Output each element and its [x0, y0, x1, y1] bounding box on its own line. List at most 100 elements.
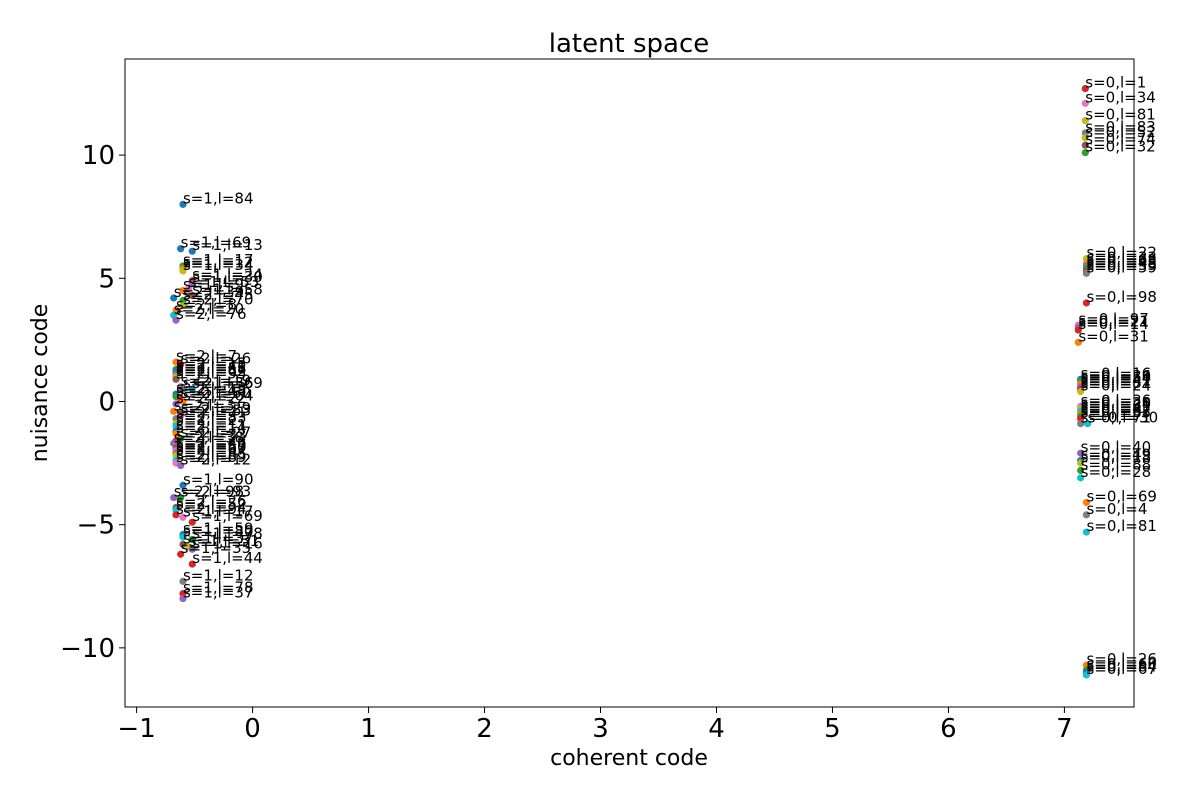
- data-point-label: s=2,l=33: [176, 426, 247, 444]
- data-point-label: s=0,l=54: [1081, 369, 1152, 387]
- data-point-label: s=2,l=53: [181, 401, 252, 419]
- y-tick-label: 10: [82, 141, 115, 171]
- data-point: [1082, 511, 1091, 519]
- data-point-label: s=0,l=49: [1081, 446, 1152, 464]
- data-point: [1082, 528, 1091, 536]
- data-point-label: s=0,l=67: [1086, 660, 1157, 678]
- data-point: [170, 407, 178, 415]
- data-point-label: s=0,l=81: [1086, 517, 1157, 535]
- data-points: [170, 84, 1092, 679]
- data-point-label: s=2,l=85: [176, 446, 247, 464]
- data-point-label: s=0,l=61: [1081, 396, 1152, 414]
- data-point-label: s=0,l=69: [1086, 487, 1157, 505]
- data-point: [1082, 269, 1091, 277]
- data-point: [179, 200, 187, 208]
- data-point-label: s=1,l=34: [183, 256, 254, 274]
- data-point-label: s=0,l=31: [1078, 327, 1149, 345]
- data-point-label: s=1,l=69: [192, 507, 263, 525]
- data-point-label: s=0,l=41: [1081, 372, 1152, 390]
- data-point: [1082, 254, 1091, 263]
- data-point-label: s=2,l=14: [176, 419, 247, 437]
- data-point-label: s=2,l=45: [183, 285, 254, 303]
- y-axis-label: nuisance code: [28, 304, 53, 463]
- data-point: [179, 513, 187, 521]
- data-point: [1081, 99, 1089, 107]
- data-point: [170, 493, 178, 502]
- data-point-label: s=0,l=62: [1081, 401, 1152, 419]
- data-point-label: s=2,l=89: [176, 448, 247, 466]
- data-point-label: s=1,l=17: [183, 251, 254, 269]
- data-point: [185, 284, 193, 292]
- data-point-label: s=2,l=57: [176, 436, 247, 454]
- data-point-label: s=2,l=26: [181, 350, 252, 368]
- data-point-label: s=2,l=8: [176, 295, 237, 313]
- data-point-label: s=0,l=88: [1081, 455, 1152, 473]
- plot-area: [124, 58, 1135, 708]
- data-point-label: s=0,l=16: [1081, 364, 1152, 382]
- data-point-label: s=2,l=7: [176, 347, 237, 365]
- data-point: [1077, 466, 1085, 475]
- data-point-label: s=1,l=44: [192, 549, 263, 567]
- data-point: [1077, 415, 1085, 423]
- data-point-label: s=2,l=60: [176, 438, 247, 456]
- data-point-labels: s=1,l=84s=1,l=69s=1,l=13s=1,l=17s=1,l=12…: [174, 74, 1158, 678]
- data-point: [172, 429, 180, 438]
- data-point-label: s=1,l=58: [192, 281, 263, 299]
- data-point-label: s=2,l=48: [176, 382, 247, 400]
- data-point: [179, 385, 187, 393]
- data-point-label: s=2,l=98: [174, 483, 245, 501]
- data-point: [179, 590, 187, 598]
- x-tick-label: 0: [244, 714, 261, 744]
- data-point-label: s=0,l=48: [1086, 253, 1157, 271]
- data-point-label: s=1,l=78: [183, 579, 254, 597]
- data-point-label: s=0,l=24: [1081, 377, 1152, 395]
- data-point: [188, 535, 196, 544]
- y-axis: −10 −5 0 5 10: [60, 141, 125, 664]
- data-point: [188, 518, 196, 526]
- data-point-label: s=2,l=52: [176, 495, 247, 513]
- data-point: [172, 511, 180, 519]
- data-point-label: s=1,l=37: [183, 584, 254, 602]
- data-point-label: s=0,l=28: [1081, 394, 1152, 412]
- data-point: [172, 422, 180, 430]
- data-point-label: s=1,l=12: [183, 253, 254, 271]
- data-point: [1084, 420, 1092, 428]
- data-point-label: s=0,l=60: [1086, 655, 1157, 673]
- data-point: [172, 415, 180, 423]
- data-point-label: s=1,l=30: [192, 268, 263, 286]
- data-point-label: s=0,l=36: [1081, 367, 1152, 385]
- data-point-label: s=1,l=35: [181, 539, 252, 557]
- data-point: [1081, 134, 1089, 142]
- data-point-label: s=2,l=2: [176, 411, 237, 429]
- data-point: [179, 540, 187, 548]
- data-point: [179, 481, 187, 489]
- data-point: [1082, 498, 1091, 507]
- data-point-label: s=2,l=62: [176, 362, 247, 380]
- data-point: [1081, 116, 1089, 125]
- data-point-label: s=2,l=26: [176, 492, 247, 510]
- data-point: [188, 385, 196, 393]
- data-point-label: s=1,l=53: [189, 273, 260, 291]
- data-point-label: s=0,l=83: [1085, 118, 1156, 136]
- data-point-label: s=1,l=90: [183, 470, 254, 488]
- data-point-label: s=2,l=95: [176, 364, 247, 382]
- x-axis: −1 0 1 2 3 4 5 6 7: [117, 707, 1073, 744]
- data-point: [172, 452, 180, 460]
- data-point-label: s=2,l=11: [176, 416, 247, 434]
- data-point-label: s=2,l=93: [181, 483, 252, 501]
- data-point: [177, 550, 185, 558]
- data-point-label: s=2,l=29: [181, 399, 252, 417]
- data-point-label: s=2,l=3: [174, 396, 235, 414]
- data-point-label: s=0,l=34: [1085, 88, 1156, 106]
- data-point: [188, 560, 196, 568]
- x-tick-label: 3: [592, 714, 609, 744]
- data-point-label: s=2,l=71: [176, 404, 247, 422]
- data-point: [170, 294, 178, 302]
- data-point-label: s=2,l=38: [174, 428, 245, 446]
- data-point: [1082, 661, 1091, 669]
- data-point-label: s=0,l=47: [1081, 399, 1152, 417]
- x-axis-label: coherent code: [550, 746, 708, 771]
- data-point: [177, 493, 185, 502]
